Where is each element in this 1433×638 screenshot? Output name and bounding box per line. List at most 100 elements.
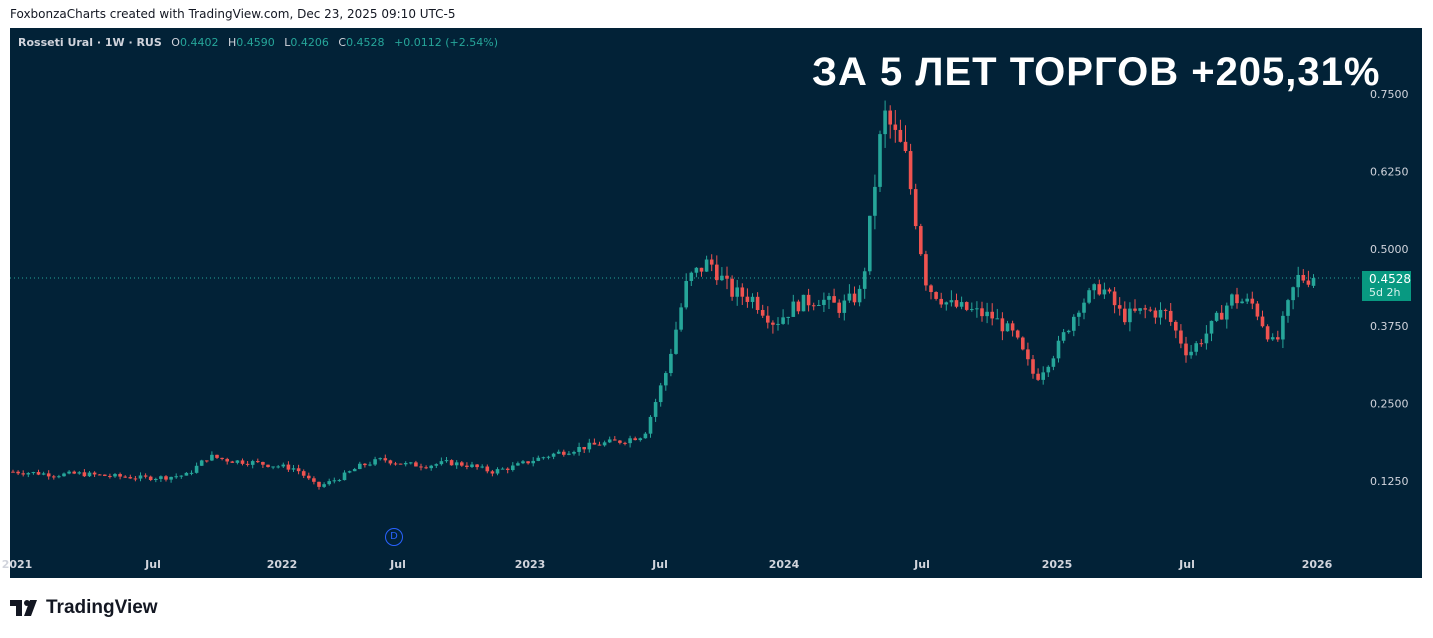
candle-body xyxy=(878,134,882,187)
candle-body xyxy=(439,461,444,465)
candle-body xyxy=(1046,366,1051,373)
candle-body xyxy=(919,226,923,255)
candle-body xyxy=(1296,275,1300,288)
candle-body xyxy=(1230,294,1234,306)
candle-body xyxy=(521,461,525,464)
candle-body xyxy=(1168,310,1173,322)
x-tick-label: 2024 xyxy=(769,558,800,571)
candle-body xyxy=(118,474,122,477)
candle-body xyxy=(847,293,852,301)
candle-body xyxy=(949,300,954,303)
candle-body xyxy=(1209,320,1214,334)
candle-body xyxy=(164,476,168,480)
candle-body xyxy=(46,473,51,477)
candle-body xyxy=(531,460,535,464)
candle-body xyxy=(31,472,36,474)
candle-body xyxy=(1225,305,1229,320)
candle-body xyxy=(587,442,592,450)
candle-body xyxy=(577,446,581,452)
tradingview-logo[interactable]: TradingView xyxy=(10,597,158,619)
candle-body xyxy=(307,475,311,479)
candle-body xyxy=(873,186,877,216)
candle-body xyxy=(52,476,56,478)
candle-body xyxy=(403,462,408,465)
chart-credit: FoxbonzaCharts created with TradingView.… xyxy=(10,7,456,21)
candle-body xyxy=(883,110,887,135)
candle-body xyxy=(87,472,92,477)
candle-body xyxy=(1276,337,1280,340)
x-tick-label: 2022 xyxy=(267,558,298,571)
candle-body xyxy=(791,301,796,317)
candle-body xyxy=(975,308,979,310)
candle-body xyxy=(602,442,607,446)
candle-body xyxy=(964,302,969,310)
candle-body xyxy=(1061,332,1066,341)
candle-body xyxy=(1097,284,1102,295)
x-tick-label: Jul xyxy=(1178,558,1195,571)
candle-body xyxy=(225,458,229,462)
candle-body xyxy=(735,287,739,297)
candle-body xyxy=(296,468,301,472)
candle-body xyxy=(230,461,235,463)
candle-body xyxy=(1199,343,1204,345)
candle-body xyxy=(613,439,617,441)
candle-body xyxy=(715,264,719,281)
candle-body xyxy=(638,438,643,441)
candle-body xyxy=(271,466,275,468)
logo-text: TradingView xyxy=(46,597,158,618)
candle-body xyxy=(822,299,826,305)
candle-body xyxy=(995,318,1000,320)
candle-body xyxy=(434,464,439,466)
candle-body xyxy=(123,476,127,478)
candle-body xyxy=(57,476,61,478)
candle-body xyxy=(67,471,71,474)
chart-panel[interactable] xyxy=(10,28,1422,578)
candle-body xyxy=(959,302,964,307)
candle-body xyxy=(546,456,551,458)
candle-body xyxy=(837,302,841,313)
candle-body xyxy=(658,385,663,403)
candle-body xyxy=(276,466,280,468)
x-tick-label: 2025 xyxy=(1042,558,1073,571)
candle-body xyxy=(669,353,673,374)
candle-body xyxy=(745,296,750,302)
candle-body xyxy=(684,280,688,308)
candle-body xyxy=(1036,373,1040,380)
open-label: O xyxy=(171,36,180,49)
candle-body xyxy=(373,459,377,465)
candle-body xyxy=(327,481,331,485)
candle-body xyxy=(1128,308,1132,323)
candle-body xyxy=(888,110,892,125)
candle-body xyxy=(730,278,734,297)
candle-body xyxy=(689,272,694,281)
candle-body xyxy=(551,453,556,457)
x-tick-label: Jul xyxy=(913,558,930,571)
symbol-legend: Rosseti Ural · 1W · RUS O0.4402 H0.4590 … xyxy=(18,36,498,49)
dividend-marker[interactable]: D xyxy=(385,528,403,546)
candle-body xyxy=(205,460,209,462)
candle-body xyxy=(189,472,194,474)
candle-body xyxy=(1281,315,1285,340)
candle-body xyxy=(199,460,204,466)
symbol-name: Rosseti Ural · 1W · RUS xyxy=(18,36,162,49)
candle-body xyxy=(1117,305,1122,309)
candle-body xyxy=(291,468,296,470)
candle-body xyxy=(72,471,76,474)
candle-body xyxy=(301,471,306,476)
close-value: 0.4528 xyxy=(346,36,385,49)
candle-body xyxy=(1194,343,1198,352)
headline: ЗА 5 ЛЕТ ТОРГОВ +205,31% xyxy=(812,50,1381,94)
candle-body xyxy=(801,294,806,312)
candle-body xyxy=(419,466,423,468)
candle-body xyxy=(562,451,566,455)
candle-body xyxy=(113,474,117,477)
candle-body xyxy=(194,465,199,473)
candle-body xyxy=(1255,303,1260,317)
candle-body xyxy=(806,294,811,306)
candle-body xyxy=(842,300,847,313)
change-value: +0.0112 (+2.54%) xyxy=(394,36,499,49)
candle-body xyxy=(1204,333,1209,344)
y-tick-label: 0.7500 xyxy=(1370,88,1409,101)
candle-body xyxy=(128,477,133,479)
